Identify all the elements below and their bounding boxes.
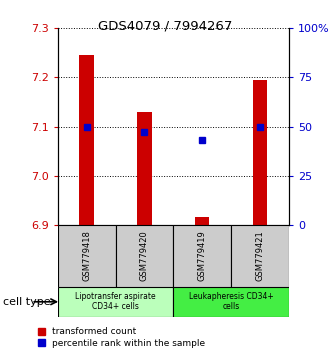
Text: Leukapheresis CD34+
cells: Leukapheresis CD34+ cells xyxy=(189,292,273,312)
Bar xyxy=(253,80,267,225)
Bar xyxy=(173,287,289,317)
Text: GSM779420: GSM779420 xyxy=(140,230,149,281)
Bar xyxy=(231,225,289,287)
Bar xyxy=(195,217,209,225)
Text: GSM779418: GSM779418 xyxy=(82,230,91,281)
Bar xyxy=(80,55,94,225)
Bar xyxy=(137,112,151,225)
Text: GDS4079 / 7994267: GDS4079 / 7994267 xyxy=(98,19,232,33)
Legend: transformed count, percentile rank within the sample: transformed count, percentile rank withi… xyxy=(38,327,205,348)
Text: cell type: cell type xyxy=(3,297,51,307)
Text: GSM779421: GSM779421 xyxy=(255,230,264,281)
Bar xyxy=(173,225,231,287)
Text: GSM779419: GSM779419 xyxy=(198,230,207,281)
Text: Lipotransfer aspirate
CD34+ cells: Lipotransfer aspirate CD34+ cells xyxy=(75,292,156,312)
Bar xyxy=(58,287,173,317)
Bar xyxy=(115,225,173,287)
Bar xyxy=(58,225,115,287)
